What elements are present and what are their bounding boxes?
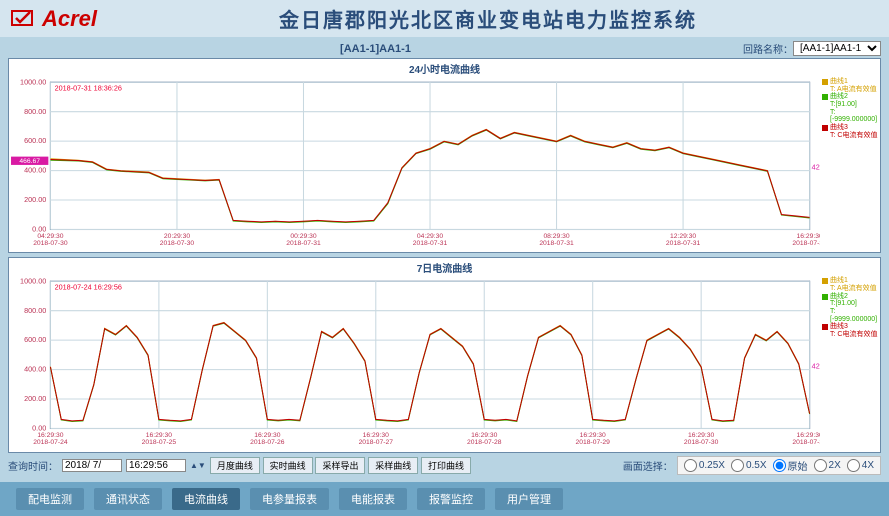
- tab-1[interactable]: 通讯状态: [94, 488, 162, 510]
- svg-text:2018-07-31: 2018-07-31: [666, 240, 701, 247]
- control-bar: 查询时间： ▲▼ 月度曲线 实时曲线 采样导出 采样曲线 打印曲线 画面选择： …: [8, 453, 881, 478]
- tab-4[interactable]: 电能报表: [339, 488, 407, 510]
- svg-text:2018-07-28: 2018-07-28: [467, 439, 502, 446]
- svg-text:200.00: 200.00: [24, 394, 46, 403]
- zoom-option[interactable]: 0.25X: [684, 459, 725, 472]
- svg-text:00:29:30: 00:29:30: [290, 233, 316, 240]
- control-button[interactable]: 实时曲线: [263, 457, 313, 474]
- control-button[interactable]: 采样曲线: [368, 457, 418, 474]
- chart-24h-legend: 曲线1T: A电流有效值曲线2T:[91.00]T:[-9999.000000]…: [820, 76, 878, 252]
- svg-text:421: 421: [812, 362, 820, 371]
- svg-text:2018-07-31: 2018-07-31: [792, 439, 820, 446]
- bottom-tabs: 配电监测通讯状态电流曲线电参量报表电能报表报警监控用户管理: [0, 482, 889, 516]
- tab-0[interactable]: 配电监测: [16, 488, 84, 510]
- logo-icon: [10, 9, 38, 29]
- svg-text:16:29:30: 16:29:30: [37, 432, 63, 439]
- svg-text:16:29:30: 16:29:30: [797, 233, 820, 240]
- breadcrumb: [AA1-1]AA1-1: [8, 43, 743, 55]
- zoom-option[interactable]: 原始: [773, 458, 808, 473]
- svg-text:20:29:30: 20:29:30: [164, 233, 190, 240]
- svg-text:2018-07-31: 2018-07-31: [413, 240, 448, 247]
- svg-text:2018-07-24 16:29:56: 2018-07-24 16:29:56: [55, 283, 122, 292]
- zoom-option[interactable]: 4X: [847, 459, 874, 472]
- time-spin-icon[interactable]: ▲▼: [190, 461, 206, 470]
- chart-7d-plot: 0.00200.00400.00600.00800.001000.0016:29…: [11, 275, 820, 451]
- chart-24h-plot: 0.00200.00400.00600.00800.001000.0004:29…: [11, 76, 820, 252]
- svg-text:12:29:30: 12:29:30: [670, 233, 696, 240]
- svg-text:16:29:30: 16:29:30: [146, 432, 172, 439]
- control-button[interactable]: 打印曲线: [421, 457, 471, 474]
- svg-text:421: 421: [812, 163, 820, 172]
- circuit-select[interactable]: [AA1-1]AA1-1: [793, 41, 881, 56]
- svg-text:2018-07-31: 2018-07-31: [286, 240, 321, 247]
- svg-text:2018-07-30: 2018-07-30: [33, 240, 68, 247]
- control-button[interactable]: 采样导出: [315, 457, 365, 474]
- svg-text:2018-07-30: 2018-07-30: [160, 240, 195, 247]
- svg-text:16:29:30: 16:29:30: [363, 432, 389, 439]
- svg-text:400.00: 400.00: [24, 365, 46, 374]
- logo: Acrel: [10, 6, 97, 32]
- logo-text: Acrel: [42, 6, 97, 32]
- content: [AA1-1]AA1-1 回路名称： [AA1-1]AA1-1 24小时电流曲线…: [0, 37, 889, 482]
- svg-text:800.00: 800.00: [24, 107, 46, 116]
- page-title: 金日唐郡阳光北区商业变电站电力监控系统: [97, 4, 879, 33]
- svg-text:16:29:30: 16:29:30: [580, 432, 606, 439]
- query-time-label: 查询时间：: [8, 458, 58, 473]
- svg-text:1000.00: 1000.00: [20, 277, 46, 286]
- chart-24h: 24小时电流曲线 0.00200.00400.00600.00800.00100…: [8, 58, 881, 253]
- svg-text:2018-07-24: 2018-07-24: [33, 439, 68, 446]
- svg-text:466.67: 466.67: [19, 158, 40, 165]
- svg-text:800.00: 800.00: [24, 306, 46, 315]
- zoom-option[interactable]: 2X: [814, 459, 841, 472]
- chart-7d-legend: 曲线1T: A电流有效值曲线2T:[91.00]T:[-9999.000000]…: [820, 275, 878, 451]
- svg-text:2018-07-30: 2018-07-30: [684, 439, 719, 446]
- svg-text:600.00: 600.00: [24, 336, 46, 345]
- svg-text:2018-07-27: 2018-07-27: [359, 439, 394, 446]
- header: Acrel 金日唐郡阳光北区商业变电站电力监控系统: [0, 0, 889, 37]
- svg-text:2018-07-31: 2018-07-31: [792, 240, 820, 247]
- zoom-radio-group: 0.25X 0.5X 原始 2X 4X: [677, 456, 881, 475]
- time-input[interactable]: [126, 459, 186, 472]
- tab-6[interactable]: 用户管理: [495, 488, 563, 510]
- control-button[interactable]: 月度曲线: [210, 457, 260, 474]
- tab-5[interactable]: 报警监控: [417, 488, 485, 510]
- svg-text:04:29:30: 04:29:30: [417, 233, 443, 240]
- svg-text:2018-07-26: 2018-07-26: [250, 439, 285, 446]
- svg-text:1000.00: 1000.00: [20, 77, 46, 86]
- date-input[interactable]: [62, 459, 122, 472]
- tab-3[interactable]: 电参量报表: [250, 488, 329, 510]
- svg-text:16:29:30: 16:29:30: [688, 432, 714, 439]
- svg-text:400.00: 400.00: [24, 166, 46, 175]
- svg-text:2018-07-29: 2018-07-29: [575, 439, 610, 446]
- svg-text:16:29:30: 16:29:30: [254, 432, 280, 439]
- svg-text:04:29:30: 04:29:30: [37, 233, 63, 240]
- svg-text:200.00: 200.00: [24, 195, 46, 204]
- chart-7d: 7日电流曲线 0.00200.00400.00600.00800.001000.…: [8, 257, 881, 452]
- svg-text:16:29:30: 16:29:30: [471, 432, 497, 439]
- svg-text:16:29:30: 16:29:30: [797, 432, 820, 439]
- chart-7d-title: 7日电流曲线: [11, 260, 878, 275]
- zoom-label: 画面选择：: [623, 458, 673, 473]
- svg-text:08:29:30: 08:29:30: [543, 233, 569, 240]
- svg-text:600.00: 600.00: [24, 136, 46, 145]
- circuit-label: 回路名称：: [743, 41, 793, 56]
- svg-text:2018-07-31: 2018-07-31: [539, 240, 574, 247]
- tab-2[interactable]: 电流曲线: [172, 488, 240, 510]
- svg-text:2018-07-31 18:36:26: 2018-07-31 18:36:26: [55, 84, 122, 93]
- svg-text:2018-07-25: 2018-07-25: [142, 439, 177, 446]
- top-bar: [AA1-1]AA1-1 回路名称： [AA1-1]AA1-1: [8, 41, 881, 56]
- zoom-option[interactable]: 0.5X: [731, 459, 767, 472]
- chart-24h-title: 24小时电流曲线: [11, 61, 878, 76]
